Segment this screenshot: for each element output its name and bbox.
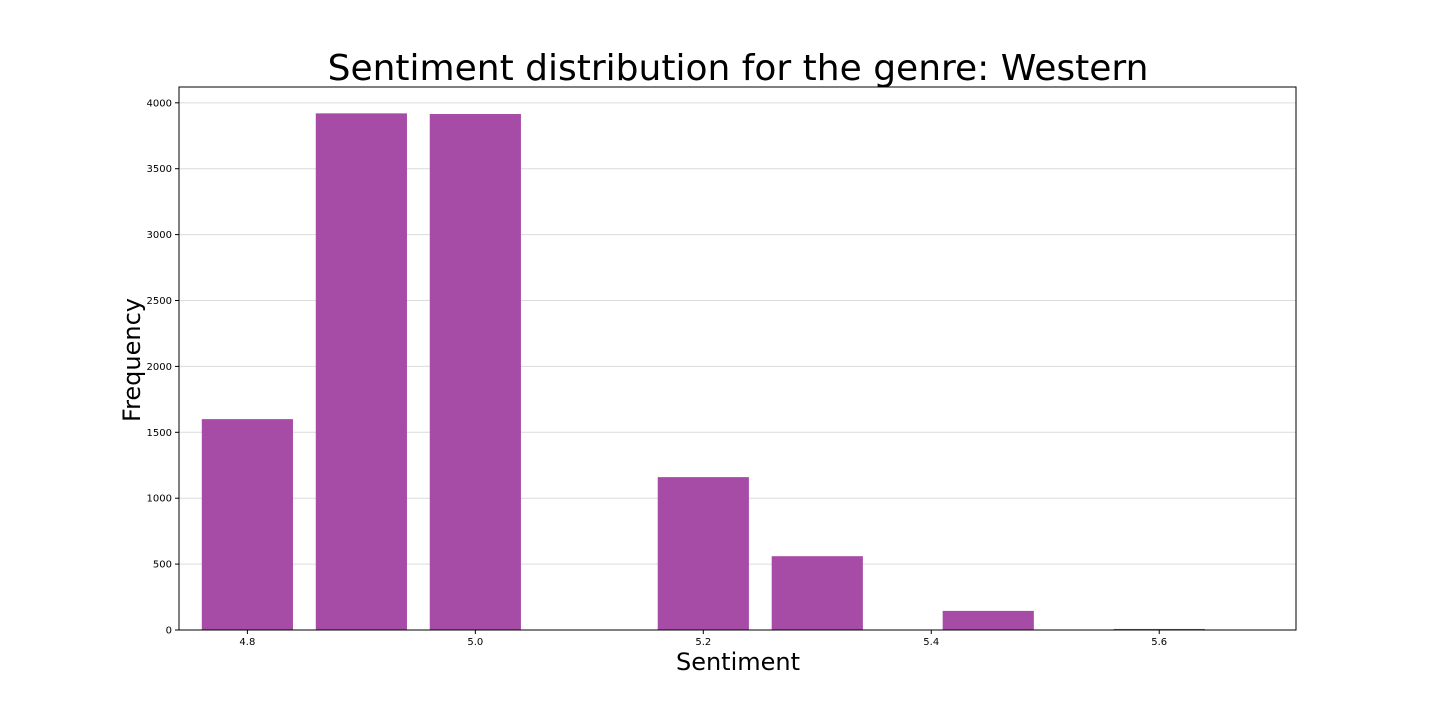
x-tick-label: 4.8 [239, 637, 255, 648]
histogram-bar [942, 610, 1034, 630]
histogram-bar [315, 113, 407, 630]
bars [201, 113, 1205, 631]
x-axis-title: Sentiment [676, 648, 800, 676]
y-tick-label: 1000 [147, 494, 172, 505]
x-tick-label: 5.6 [1151, 637, 1167, 648]
histogram-bar [1113, 628, 1205, 630]
histogram-bar [429, 114, 521, 631]
histogram-bar [657, 477, 749, 630]
x-tick-label: 5.0 [467, 637, 483, 648]
plot-frame [178, 86, 1297, 631]
y-axis-ticks: 0 500 1000 1500 2000 2500 3000 3500 4000 [147, 98, 179, 637]
y-tick-label: 3000 [147, 230, 172, 241]
histogram-bar [771, 556, 863, 630]
y-tick-label: 4000 [147, 98, 172, 109]
y-tick-label: 500 [153, 560, 172, 571]
y-tick-label: 1500 [147, 428, 172, 439]
histogram-bar [201, 419, 293, 630]
chart-title: Sentiment distribution for the genre: We… [328, 48, 1149, 89]
y-tick-label: 2000 [147, 362, 172, 373]
y-axis-title: Frequency [118, 298, 146, 422]
y-tick-label: 0 [166, 626, 172, 637]
y-tick-label: 2500 [147, 296, 172, 307]
x-axis-ticks: 4.8 5.0 5.2 5.4 5.6 [239, 630, 1167, 648]
y-tick-label: 3500 [147, 164, 172, 175]
x-tick-label: 5.2 [695, 637, 711, 648]
x-tick-label: 5.4 [923, 637, 939, 648]
